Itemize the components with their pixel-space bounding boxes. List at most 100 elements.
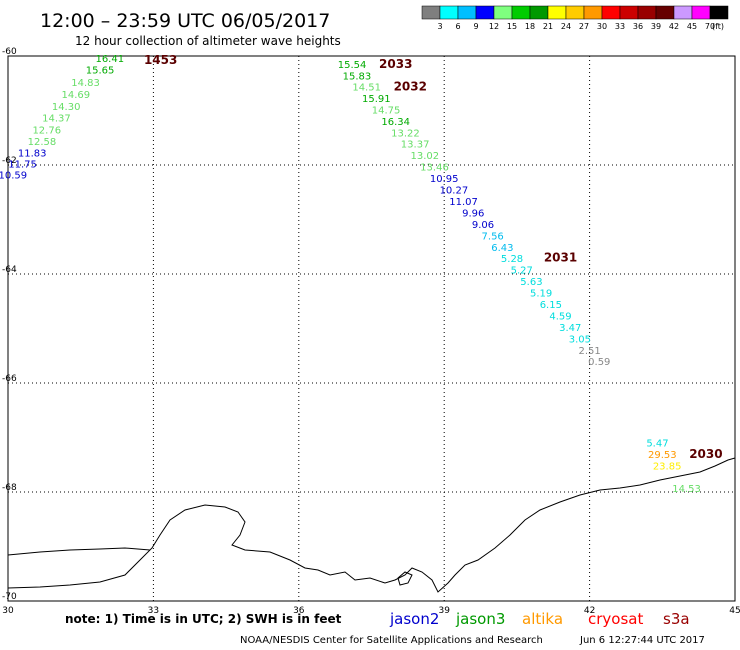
swh-label: 0.59 [588,357,610,368]
swh-label: 6.15 [540,300,562,311]
swh-label: 14.37 [42,114,71,125]
coastline-west-inlet [7,547,151,556]
swh-label: 11.75 [8,159,37,170]
satellite-legend: jason2 jason3 altika cryosat s3a [389,610,690,628]
colorbar-swatch [457,5,477,20]
colorbar-label: 15 [507,22,517,31]
pass-time-label: 1453 [144,53,177,67]
colorbar-label: 18 [525,22,535,31]
swh-label: 13.37 [401,140,430,151]
swh-label: 14.51 [352,83,381,94]
colorbar-label: 42 [669,22,679,31]
satellite-legend-item: jason3 [455,610,505,628]
map-grid [8,56,735,601]
x-tick-label: 30 [2,606,14,616]
pass-time-label: 2031 [544,251,577,265]
colorbar-swatch [601,5,621,20]
colorbar-swatch [511,5,531,20]
colorbar-label: 24 [561,22,571,31]
colorbar-label: 33 [615,22,625,31]
colorbar-swatch [637,5,657,20]
swh-label: 15.83 [343,72,372,83]
swh-label: 29.53 [648,450,677,461]
swh-label: 12.58 [28,137,57,148]
pass-time-label: 2033 [379,57,412,71]
swh-label: 9.96 [462,208,484,219]
x-tick-label: 42 [584,606,595,616]
satellite-legend-item: jason2 [389,610,439,628]
colorbar-swatch [565,5,585,20]
swh-label: 23.85 [653,461,682,472]
axis-ticks: 30 33 36 39 42 45 -60 -62 -64 -66 -68 -70 [2,47,740,616]
colorbar-label: 45 [687,22,697,31]
y-tick-label: -66 [2,374,17,384]
y-tick-label: -62 [2,156,17,166]
swh-label: 13.02 [410,151,439,162]
swh-label: 15.54 [338,60,367,71]
colorbar-swatch [475,5,495,20]
colorbar-label: 36 [633,22,643,31]
colorbar-swatch [655,5,675,20]
colorbar-swatch [421,5,441,20]
colorbar-swatch [529,5,549,20]
y-tick-label: -60 [2,47,17,57]
colorbar-swatch [691,5,711,20]
page-subtitle: 12 hour collection of altimeter wave hei… [75,34,341,48]
footer-credit: NOAA/NESDIS Center for Satellite Applica… [240,635,543,646]
map-frame [7,55,736,602]
swh-label: 6.43 [491,243,513,254]
y-tick-label: -68 [2,483,17,493]
swh-label: 9.06 [472,220,494,231]
colorbar-label: 27 [579,22,589,31]
colorbar-label: 12 [489,22,499,31]
swh-label: 16.41 [95,54,124,65]
swh-label: 5.27 [511,266,533,277]
colorbar-label: 70 [705,22,715,31]
colorbar-label: 39 [651,22,661,31]
swh-label: 11.07 [449,197,478,208]
colorbar-unit: (ft) [712,22,724,31]
swh-label: 15.91 [362,94,391,105]
swh-label: 5.28 [501,254,523,265]
swh-label: 13.46 [420,163,449,174]
colorbar-swatch [619,5,639,20]
swh-label: 5.47 [646,438,668,449]
swh-label: 3.05 [569,334,591,345]
swh-label: 16.34 [381,117,410,128]
x-tick-label: 39 [438,606,450,616]
swh-label: 5.19 [530,289,552,300]
swh-label: 15.65 [86,66,115,77]
colorbar-swatch [493,5,513,20]
y-tick-label: -64 [2,265,17,275]
swh-label: 14.30 [52,102,81,113]
coastline-island [397,571,413,586]
colorbar-swatch [439,5,459,20]
swh-label: 10.59 [0,170,27,181]
colorbar-swatch [583,5,603,20]
swh-label: 2.51 [578,346,600,357]
swh-label: 14.53 [672,484,701,495]
colorbar-swatch [709,5,729,20]
coastline [7,457,736,593]
colorbar-label: 3 [437,22,442,31]
colorbar-label: 30 [597,22,607,31]
swh-label: 14.69 [62,90,91,101]
pass-time-label: 2032 [394,80,427,94]
colorbar-label: 9 [473,22,478,31]
page-title: 12:00 – 23:59 UTC 06/05/2017 [40,10,330,32]
footer-timestamp: Jun 6 12:27:44 UTC 2017 [579,635,705,646]
swh-label: 11.83 [18,148,47,159]
colorbar-label: 6 [455,22,460,31]
swh-label: 3.47 [559,323,581,334]
wave-height-points: 16.4115.6514.8314.6914.3014.3712.7612.58… [0,53,723,495]
satellite-legend-item: altika [522,610,563,628]
swh-label: 7.56 [482,231,504,242]
colorbar-label: 21 [543,22,553,31]
swh-label: 14.83 [71,78,100,89]
colorbar-legend: 3 6 9 12 15 18 21 24 27 30 33 36 39 42 45 70(ft) [421,5,729,31]
satellite-legend-item: s3a [663,610,690,628]
colorbar-swatch [547,5,567,20]
pass-time-label: 2030 [689,447,722,461]
swh-label: 10.27 [440,186,469,197]
